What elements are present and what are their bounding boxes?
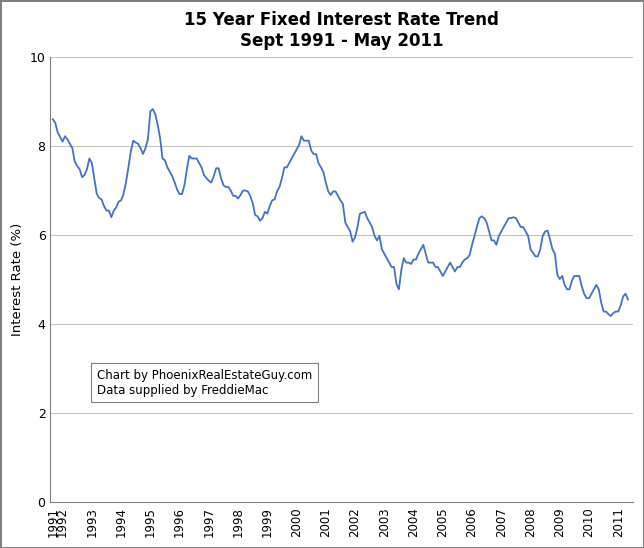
Title: 15 Year Fixed Interest Rate Trend
Sept 1991 - May 2011: 15 Year Fixed Interest Rate Trend Sept 1… [184,11,499,50]
Y-axis label: Interest Rate (%): Interest Rate (%) [11,223,24,336]
Text: Chart by PhoenixRealEstateGuy.com
Data supplied by FreddieMac: Chart by PhoenixRealEstateGuy.com Data s… [97,368,312,397]
